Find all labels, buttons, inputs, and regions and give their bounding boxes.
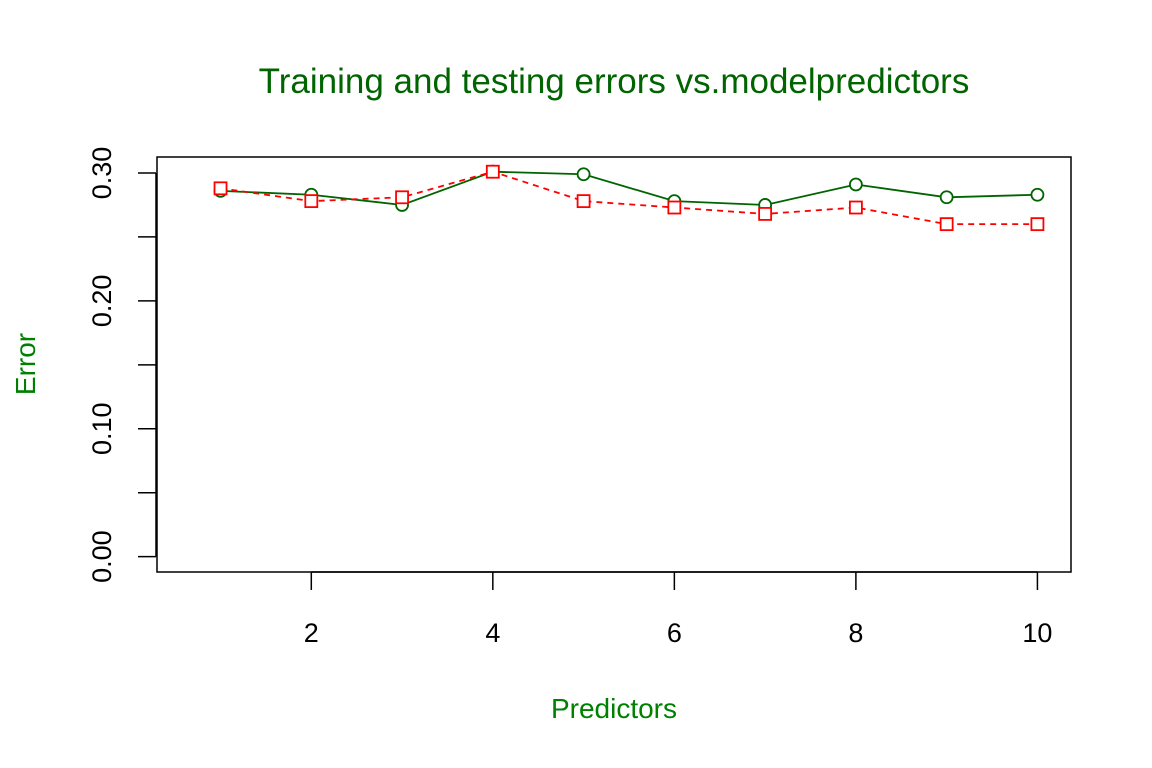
series-1-point (576, 167, 591, 182)
series-2-point (576, 194, 591, 209)
y-tick-label: 0.30 (87, 147, 117, 200)
series-2-point (939, 217, 954, 232)
x-tick-label: 6 (667, 618, 682, 648)
y-tick-label: 0.10 (87, 402, 117, 455)
y-tick-label: 0.00 (87, 530, 117, 583)
x-tick-label: 2 (304, 618, 319, 648)
y-axis: 0.00 0.10 0.20 0.30 (87, 147, 157, 583)
series-2 (213, 164, 1045, 232)
series-1-point (848, 177, 863, 192)
y-tick-label: 0.20 (87, 275, 117, 328)
series-2-point (395, 190, 409, 205)
x-axis-label: Predictors (551, 693, 677, 724)
series-2-point (213, 181, 228, 196)
series-2-line (220, 170, 1038, 226)
x-tick-label: 8 (848, 618, 863, 648)
series-2-point (485, 164, 500, 179)
series-1-point (1030, 187, 1045, 202)
series-2-point (848, 200, 863, 215)
x-axis: 2 4 6 8 10 (304, 571, 1052, 648)
chart-title: Training and testing errors vs.modelpred… (259, 62, 970, 101)
series-2-point (1030, 217, 1045, 232)
series-2-point (758, 207, 773, 221)
x-tick-label: 10 (1022, 618, 1052, 648)
series-1-point (939, 190, 954, 205)
y-axis-label: Error (10, 333, 41, 395)
series-2-point (667, 200, 682, 215)
series-2-point (304, 194, 319, 209)
x-tick-label: 4 (485, 618, 500, 648)
series-layer (213, 164, 1045, 232)
